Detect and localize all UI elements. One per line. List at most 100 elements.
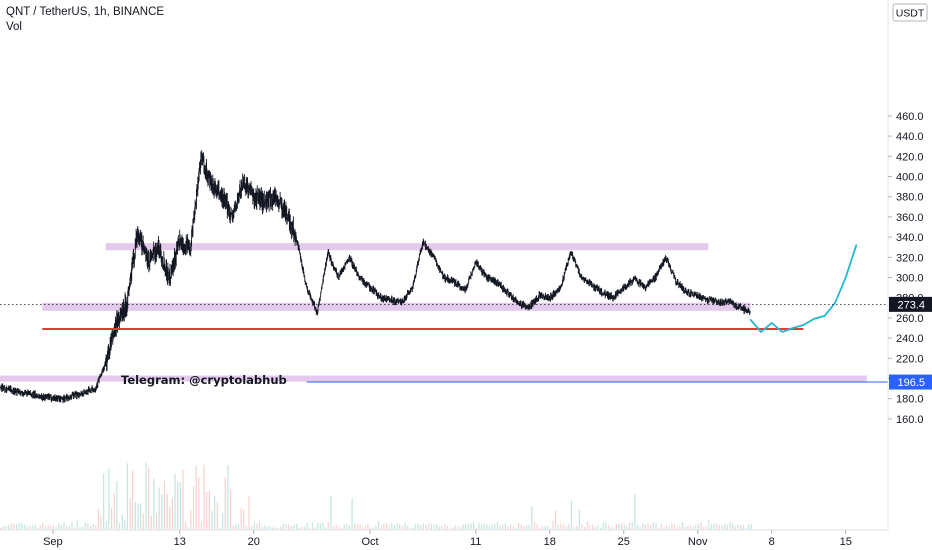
volume-bar (613, 527, 615, 530)
x-tick-label: 20 (248, 536, 260, 548)
volume-bar (261, 526, 263, 530)
volume-bar (507, 526, 509, 530)
currency-badge[interactable]: USDT (892, 3, 928, 22)
volume-bar (605, 522, 607, 530)
volume-bar (655, 522, 657, 530)
volume-bar (692, 526, 694, 530)
volume-bar (597, 525, 599, 530)
volume-bar (562, 524, 565, 530)
volume-bar (565, 526, 567, 530)
volume-bar (288, 524, 290, 530)
volume-bar (549, 527, 551, 530)
volume-bar (557, 524, 559, 530)
volume-bar (145, 462, 147, 530)
y-tick-label: 160.0 (896, 414, 924, 426)
volume-bar (639, 526, 641, 530)
volume-bar (359, 524, 361, 530)
time-axis[interactable]: Sep 13 20 Oct 11 18 25 Nov 8 15 (43, 530, 852, 548)
y-tick-label: 420.0 (896, 151, 924, 163)
volume-bar (182, 469, 184, 530)
volume-bar (71, 522, 73, 530)
volume-bar (222, 513, 224, 530)
volume-bar (729, 522, 731, 530)
volume-bar (293, 524, 295, 530)
volume-bar (695, 524, 697, 530)
volume-bar (269, 525, 271, 530)
volume-bar (7, 524, 10, 530)
volume-bar (581, 524, 583, 530)
volume-bar (34, 524, 36, 530)
volume-bar (335, 525, 337, 530)
currency-badge-box (892, 3, 928, 22)
volume-bar (21, 522, 23, 530)
volume-bar (697, 523, 699, 530)
volume-bar (457, 526, 459, 530)
volume-bar (747, 524, 750, 530)
volume-bar (478, 522, 480, 530)
volume-bar (237, 524, 240, 530)
volume-bar (599, 527, 602, 530)
volume-bar (671, 523, 673, 530)
volume-bar (446, 525, 448, 530)
volume-bar (343, 524, 345, 530)
volume-bar (668, 525, 670, 530)
volume-bar (322, 522, 324, 530)
volume-bar (272, 527, 274, 530)
zone-1 (42, 302, 751, 311)
volume-bar (251, 526, 253, 530)
volume-bar (18, 523, 20, 530)
level-price-tag-label: 196.5 (897, 377, 925, 389)
volume-bar (660, 523, 662, 530)
symbol-title: QNT / TetherUS, 1h, BINANCE (6, 6, 165, 18)
volume-bar (552, 520, 554, 530)
volume-bar (103, 473, 105, 530)
volume-bar (589, 525, 591, 530)
volume-bar (121, 514, 123, 530)
volume-bar (710, 524, 713, 530)
volume-bar (296, 523, 298, 530)
volume-bar (615, 524, 617, 530)
volume-bar (621, 522, 623, 530)
volume-bar (422, 523, 425, 530)
volume-bar (520, 524, 522, 530)
volume-bar (10, 523, 12, 530)
volume-bar (705, 526, 707, 530)
level-price-tag-box (889, 374, 932, 390)
volume-bar (340, 527, 343, 530)
volume-bar (116, 481, 118, 530)
volume-bar (166, 493, 168, 530)
volume-bar (15, 523, 18, 530)
volume-bar (23, 524, 25, 530)
volume-bar (467, 523, 469, 530)
x-tick-label: Oct (361, 536, 378, 548)
volume-bar (441, 525, 443, 530)
volume-bar (499, 524, 501, 530)
volume-bar (351, 498, 353, 530)
volume-bar (245, 525, 247, 530)
volume-bar (60, 524, 62, 530)
volume-bar (716, 523, 718, 530)
volume-bar (533, 522, 536, 530)
volume-bar (214, 495, 216, 530)
volume-bar (314, 527, 316, 530)
volume-bar (195, 465, 197, 530)
volume-bar (113, 492, 115, 530)
volume-bar (240, 507, 242, 530)
volume-bar (396, 523, 398, 530)
y-tick-label: 400.0 (896, 172, 924, 184)
price-series (0, 150, 751, 404)
volume-bar (327, 522, 329, 530)
x-tick-label: 8 (769, 536, 775, 548)
volume-bar (610, 527, 612, 530)
volume-bar (232, 525, 234, 530)
volume-bar (253, 522, 255, 530)
volume-bar (523, 526, 525, 530)
volume-bar (560, 523, 562, 530)
volume-bar (229, 489, 232, 530)
volume-bar (726, 524, 728, 530)
volume-bars (0, 462, 752, 530)
volume-bar (652, 522, 654, 530)
volume-bar (481, 524, 483, 530)
volume-bar (742, 525, 744, 530)
